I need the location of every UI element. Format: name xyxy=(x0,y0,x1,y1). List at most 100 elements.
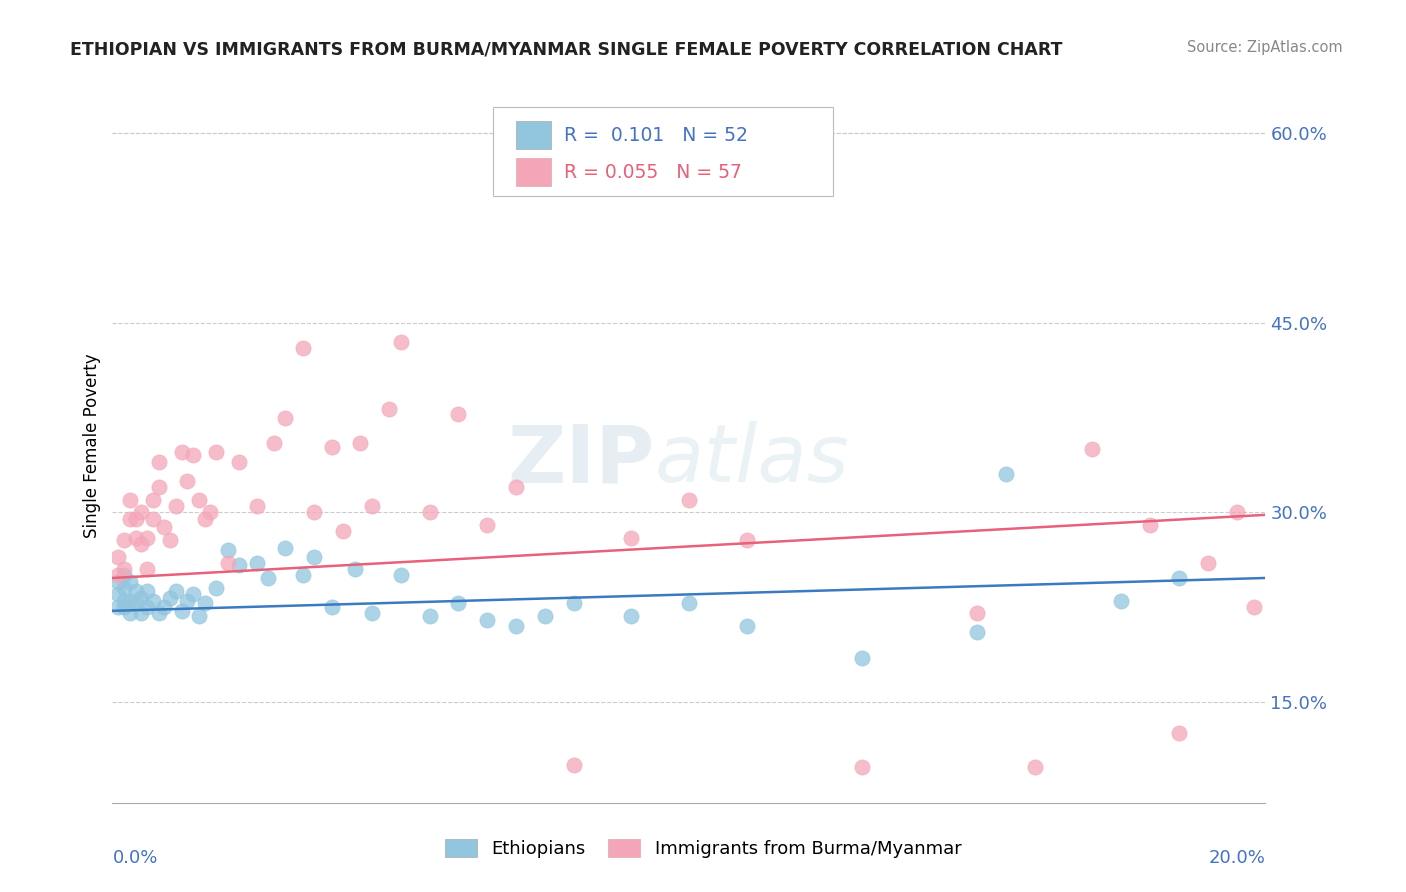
Point xyxy=(1167,726,1189,740)
Point xyxy=(620,531,643,545)
Point xyxy=(170,604,193,618)
Point xyxy=(159,591,181,606)
Point xyxy=(245,499,267,513)
Point xyxy=(118,574,141,589)
Point xyxy=(153,520,176,534)
Text: R = 0.055   N = 57: R = 0.055 N = 57 xyxy=(564,162,742,182)
Point xyxy=(148,480,170,494)
Point xyxy=(107,549,129,564)
Point xyxy=(1081,442,1104,457)
Point xyxy=(966,607,988,621)
Point xyxy=(142,492,165,507)
Point xyxy=(620,608,643,623)
Point xyxy=(678,492,700,507)
Point xyxy=(129,505,153,519)
Point xyxy=(793,177,815,191)
Point xyxy=(505,619,527,633)
Point xyxy=(263,435,285,450)
Y-axis label: Single Female Poverty: Single Female Poverty xyxy=(83,354,101,538)
Point xyxy=(447,596,470,610)
Point xyxy=(447,407,470,421)
Point xyxy=(389,334,412,349)
Point xyxy=(118,593,141,607)
Text: 20.0%: 20.0% xyxy=(1209,849,1265,867)
Point xyxy=(257,571,280,585)
Point xyxy=(291,568,314,582)
Point xyxy=(1243,600,1265,615)
Text: ETHIOPIAN VS IMMIGRANTS FROM BURMA/MYANMAR SINGLE FEMALE POVERTY CORRELATION CHA: ETHIOPIAN VS IMMIGRANTS FROM BURMA/MYANM… xyxy=(70,40,1063,58)
Point xyxy=(176,593,198,607)
Point xyxy=(475,613,498,627)
Point xyxy=(321,440,343,454)
Point xyxy=(419,608,441,623)
Point xyxy=(1111,593,1133,607)
Point xyxy=(136,562,159,576)
Point xyxy=(205,581,228,595)
Point xyxy=(995,467,1018,482)
Text: atlas: atlas xyxy=(654,421,849,500)
Point xyxy=(112,581,135,595)
Point xyxy=(142,593,165,607)
Point xyxy=(217,556,239,570)
Point xyxy=(124,583,146,598)
Point xyxy=(112,533,135,547)
Point xyxy=(124,596,146,610)
Point xyxy=(112,568,135,582)
Point xyxy=(112,593,135,607)
Point xyxy=(118,607,141,621)
Point xyxy=(107,568,129,582)
Point xyxy=(1197,556,1219,570)
Point xyxy=(349,435,371,450)
Point xyxy=(274,410,297,425)
Point xyxy=(851,760,873,774)
Point xyxy=(124,531,146,545)
Point xyxy=(112,600,135,615)
Point xyxy=(118,511,141,525)
Point xyxy=(1024,760,1046,774)
Point xyxy=(304,505,326,519)
Bar xyxy=(516,158,551,186)
Point xyxy=(678,596,700,610)
Point xyxy=(533,608,555,623)
Bar xyxy=(516,121,551,150)
Point xyxy=(129,607,153,621)
Point xyxy=(194,596,217,610)
Point xyxy=(304,549,326,564)
Text: R =  0.101   N = 52: R = 0.101 N = 52 xyxy=(564,126,748,145)
Point xyxy=(475,517,498,532)
Point xyxy=(136,583,159,598)
Point xyxy=(245,556,267,570)
Point xyxy=(107,574,129,589)
Point xyxy=(419,505,441,519)
Point xyxy=(389,568,412,582)
Point xyxy=(321,600,343,615)
Point xyxy=(148,607,170,621)
Point xyxy=(1226,505,1249,519)
Point xyxy=(274,541,297,555)
Point xyxy=(1167,571,1189,585)
Point xyxy=(378,401,401,416)
Point xyxy=(360,499,382,513)
Point xyxy=(1139,517,1161,532)
Point xyxy=(194,511,217,525)
Point xyxy=(176,474,198,488)
Point xyxy=(136,600,159,615)
Point xyxy=(165,583,187,598)
Point xyxy=(562,596,585,610)
Point xyxy=(291,341,314,355)
Point xyxy=(118,492,141,507)
Point xyxy=(165,499,187,513)
Point xyxy=(360,607,382,621)
Text: ZIP: ZIP xyxy=(508,421,654,500)
Point xyxy=(129,537,153,551)
Point xyxy=(107,587,129,601)
Point xyxy=(228,455,250,469)
Point xyxy=(170,444,193,458)
Point xyxy=(851,650,873,665)
Point xyxy=(181,587,204,601)
Point xyxy=(505,480,527,494)
Legend: Ethiopians, Immigrants from Burma/Myanmar: Ethiopians, Immigrants from Burma/Myanma… xyxy=(437,831,969,865)
Point xyxy=(142,511,165,525)
Point xyxy=(735,619,758,633)
Point xyxy=(153,600,176,615)
